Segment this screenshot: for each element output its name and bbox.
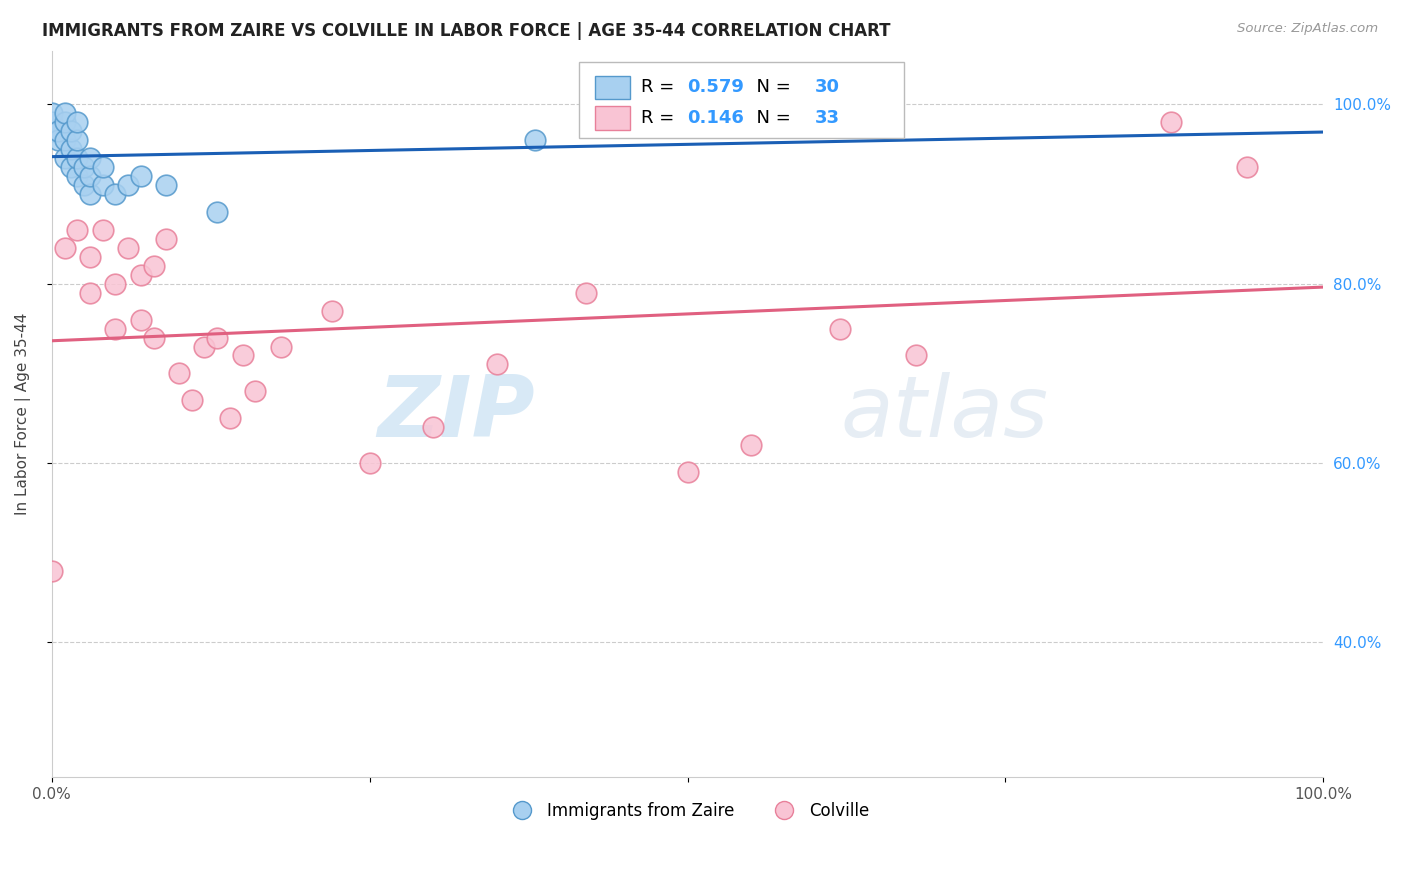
Point [129,169,152,184]
Point [1236,160,1258,174]
Bar [595,106,630,129]
FancyBboxPatch shape [579,62,904,138]
Text: 0.579: 0.579 [688,78,744,96]
Point [117,241,139,255]
Point [53,115,76,129]
Point [422,420,444,434]
Point [205,205,228,219]
Point [91,178,114,193]
Text: R =: R = [641,78,679,96]
Text: N =: N = [745,109,796,127]
Text: N =: N = [745,78,796,96]
Point [676,465,699,479]
Point [129,312,152,326]
Point [53,241,76,255]
Bar [595,76,630,99]
Text: atlas: atlas [841,372,1047,455]
Point [79,151,101,165]
Point [46,133,69,147]
Point [41,124,63,138]
Point [830,321,852,335]
Point [359,456,381,470]
Text: Source: ZipAtlas.com: Source: ZipAtlas.com [1237,22,1378,36]
Point [59,142,82,156]
Point [142,330,165,344]
Point [79,187,101,202]
Point [66,169,89,184]
Text: 33: 33 [814,109,839,127]
Point [1160,115,1182,129]
Point [41,115,63,129]
Point [740,438,762,452]
Point [104,321,127,335]
Point [270,339,292,353]
Point [218,411,240,425]
Point [245,384,267,399]
Point [46,124,69,138]
Point [66,115,89,129]
Point [104,277,127,291]
Point [117,178,139,193]
Point [129,268,152,282]
Text: ZIP: ZIP [377,372,534,455]
Point [72,160,94,174]
Point [232,349,254,363]
Point [485,358,508,372]
Point [104,187,127,202]
Point [79,250,101,264]
Point [905,349,928,363]
Point [523,133,546,147]
Point [193,339,215,353]
Point [53,151,76,165]
Legend: Immigrants from Zaire, Colville: Immigrants from Zaire, Colville [499,796,876,827]
Point [575,285,598,300]
Point [59,160,82,174]
Point [142,259,165,273]
Point [41,106,63,120]
Point [155,178,177,193]
Y-axis label: In Labor Force | Age 35-44: In Labor Force | Age 35-44 [15,312,31,515]
Point [66,133,89,147]
Point [167,367,190,381]
Point [66,151,89,165]
Point [66,223,89,237]
Point [91,223,114,237]
Point [41,564,63,578]
Text: R =: R = [641,109,679,127]
Point [155,232,177,246]
Text: IMMIGRANTS FROM ZAIRE VS COLVILLE IN LABOR FORCE | AGE 35-44 CORRELATION CHART: IMMIGRANTS FROM ZAIRE VS COLVILLE IN LAB… [42,22,890,40]
Point [53,133,76,147]
Point [321,303,343,318]
Point [79,169,101,184]
Point [53,106,76,120]
Point [205,330,228,344]
Point [180,393,202,408]
Point [59,124,82,138]
Point [79,285,101,300]
Text: 30: 30 [814,78,839,96]
Text: 0.146: 0.146 [688,109,744,127]
Point [676,106,699,120]
Point [72,178,94,193]
Point [91,160,114,174]
